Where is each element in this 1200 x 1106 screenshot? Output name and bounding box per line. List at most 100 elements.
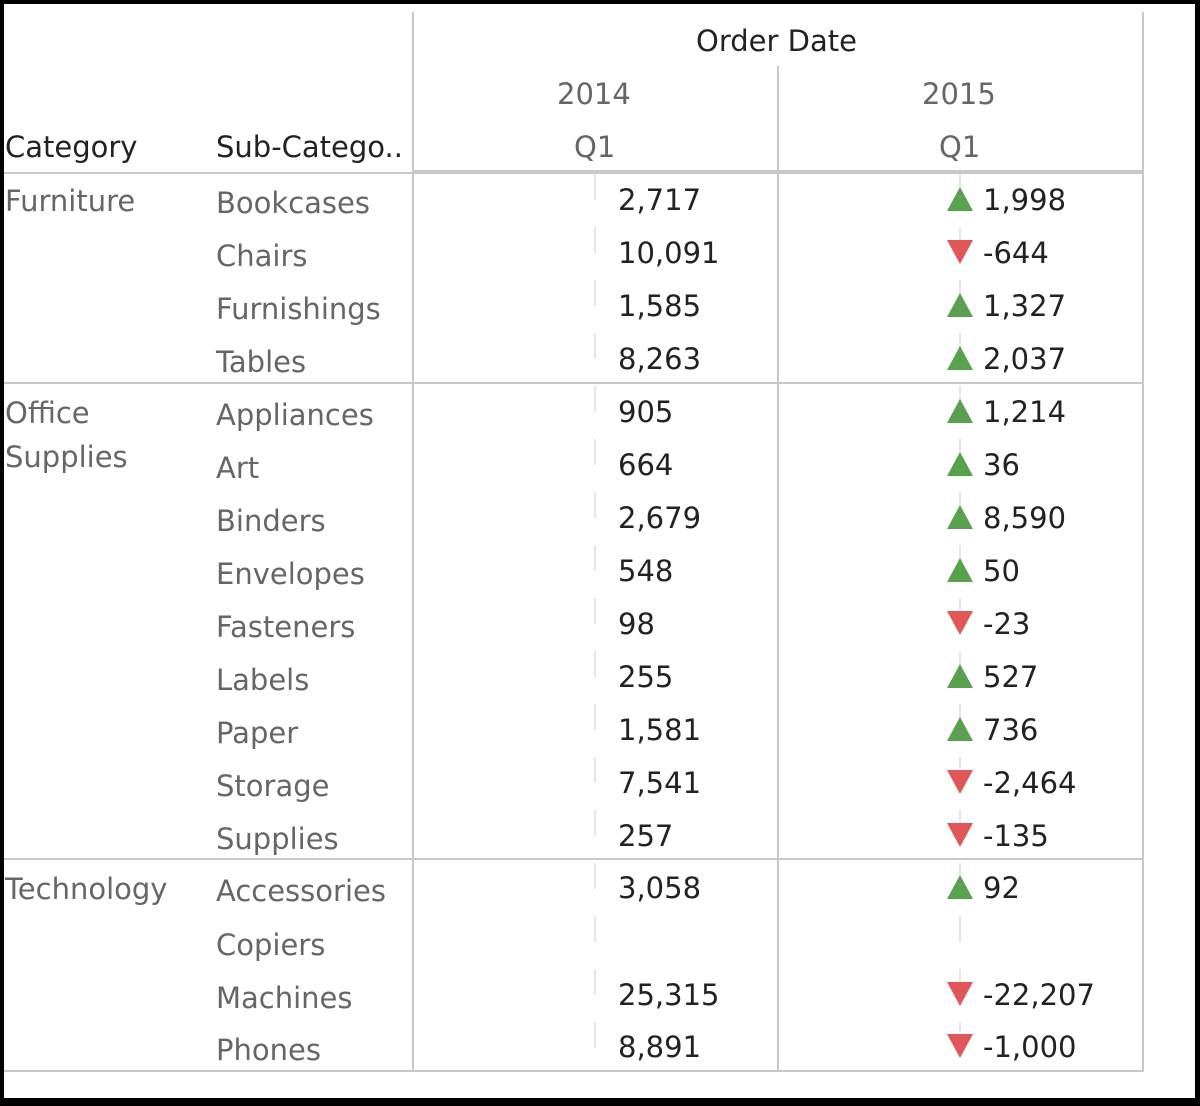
category-label[interactable]: Furniture <box>5 184 136 218</box>
sub-category-label[interactable]: Chairs <box>216 239 308 273</box>
value-2014-q1: 664 <box>618 448 674 482</box>
value-2014-q1: 2,717 <box>618 183 702 217</box>
value-2015-q1: 2,037 <box>947 342 1066 376</box>
sub-category-label[interactable]: Fasteners <box>216 610 356 644</box>
difference-value: -1,000 <box>983 1030 1077 1064</box>
sub-category-label[interactable]: Art <box>216 451 260 485</box>
category-label[interactable]: Office <box>5 396 90 430</box>
sub-category-label[interactable]: Bookcases <box>216 186 370 220</box>
grid-line <box>777 66 779 1072</box>
sub-category-label[interactable]: Copiers <box>216 928 326 962</box>
difference-value: 2,037 <box>983 342 1067 376</box>
difference-value: 8,590 <box>983 501 1067 535</box>
value-2015-q1: 1,327 <box>947 289 1066 323</box>
triangle-down-icon <box>947 770 973 794</box>
triangle-up-icon <box>947 875 973 899</box>
sub-category-label[interactable]: Storage <box>216 769 330 803</box>
value-2014-q1: 257 <box>618 819 674 853</box>
difference-value: -135 <box>983 819 1049 853</box>
crosstab-frame: Order Date 2014 2015 Category Sub-Catego… <box>4 4 1195 1098</box>
triangle-up-icon <box>947 505 973 529</box>
value-2015-q1: 736 <box>947 713 1038 747</box>
row-header-category[interactable]: Category <box>5 130 138 164</box>
value-2014-q1: 1,581 <box>618 713 702 747</box>
column-quarter-2015: Q1 <box>939 130 981 164</box>
value-2015-q1: -644 <box>947 236 1049 270</box>
sub-category-label[interactable]: Accessories <box>216 874 386 908</box>
difference-value: 1,214 <box>983 395 1067 429</box>
value-2014-q1: 255 <box>618 660 674 694</box>
triangle-up-icon <box>947 558 973 582</box>
value-2014-q1: 98 <box>618 607 655 641</box>
triangle-down-icon <box>947 611 973 635</box>
difference-value: 92 <box>983 871 1020 905</box>
sub-category-label[interactable]: Tables <box>216 345 307 379</box>
triangle-up-icon <box>947 187 973 211</box>
value-2014-q1: 1,585 <box>618 289 702 323</box>
value-2015-q1: 36 <box>947 448 1020 482</box>
triangle-up-icon <box>947 293 973 317</box>
triangle-down-icon <box>947 823 973 847</box>
value-2015-q1: 8,590 <box>947 501 1066 535</box>
value-2015-q1: -1,000 <box>947 1030 1077 1064</box>
value-2015-q1: -22,207 <box>947 978 1095 1012</box>
difference-value: -22,207 <box>983 978 1095 1012</box>
value-2015-q1: 1,998 <box>947 183 1066 217</box>
triangle-up-icon <box>947 717 973 741</box>
category-label[interactable]: Supplies <box>5 440 128 474</box>
sub-category-label[interactable]: Appliances <box>216 398 374 432</box>
triangle-up-icon <box>947 452 973 476</box>
triangle-up-icon <box>947 399 973 423</box>
value-2015-q1: -23 <box>947 607 1030 641</box>
difference-value: 36 <box>983 448 1020 482</box>
value-2015-q1: 50 <box>947 554 1020 588</box>
grid-line <box>4 172 1144 174</box>
column-quarter-2014: Q1 <box>574 130 616 164</box>
value-2014-q1: 548 <box>618 554 674 588</box>
sub-category-label[interactable]: Furnishings <box>216 292 381 326</box>
sub-category-label[interactable]: Paper <box>216 716 299 750</box>
difference-value: -2,464 <box>983 766 1077 800</box>
sub-category-label[interactable]: Envelopes <box>216 557 365 591</box>
column-year-2015: 2015 <box>922 77 996 111</box>
value-2015-q1: 92 <box>947 871 1020 905</box>
difference-value: 1,327 <box>983 289 1067 323</box>
axis-reference-line <box>594 174 596 1070</box>
column-year-2014: 2014 <box>557 77 631 111</box>
value-2014-q1: 8,891 <box>618 1030 702 1064</box>
value-2014-q1: 3,058 <box>618 871 702 905</box>
value-2015-q1: 1,214 <box>947 395 1066 429</box>
grid-line <box>412 12 414 1072</box>
difference-value: 527 <box>983 660 1039 694</box>
category-label[interactable]: Technology <box>5 872 168 906</box>
grid-line <box>4 858 1144 860</box>
sub-category-label[interactable]: Binders <box>216 504 326 538</box>
sub-category-label[interactable]: Supplies <box>216 822 339 856</box>
triangle-down-icon <box>947 1034 973 1058</box>
value-2015-q1: -135 <box>947 819 1049 853</box>
triangle-down-icon <box>947 982 973 1006</box>
sub-category-label[interactable]: Phones <box>216 1033 321 1067</box>
value-2015-q1: -2,464 <box>947 766 1077 800</box>
value-2014-q1: 10,091 <box>618 236 720 270</box>
crosstab-table: Order Date 2014 2015 Category Sub-Catego… <box>4 4 1149 1082</box>
row-header-sub-category[interactable]: Sub-Catego.. <box>216 130 403 164</box>
value-2015-q1: 527 <box>947 660 1038 694</box>
column-group-title: Order Date <box>696 24 857 58</box>
sub-category-label[interactable]: Machines <box>216 981 353 1015</box>
sub-category-label[interactable]: Labels <box>216 663 310 697</box>
value-2014-q1: 7,541 <box>618 766 702 800</box>
grid-line <box>4 382 1144 384</box>
difference-value: -23 <box>983 607 1031 641</box>
difference-value: 736 <box>983 713 1039 747</box>
value-2014-q1: 905 <box>618 395 674 429</box>
value-2014-q1: 2,679 <box>618 501 702 535</box>
grid-line <box>1142 12 1144 1072</box>
triangle-up-icon <box>947 346 973 370</box>
difference-value: 1,998 <box>983 183 1067 217</box>
grid-line <box>4 1070 1144 1072</box>
triangle-down-icon <box>947 240 973 264</box>
difference-value: 50 <box>983 554 1020 588</box>
grid-line <box>413 170 1144 172</box>
triangle-up-icon <box>947 664 973 688</box>
